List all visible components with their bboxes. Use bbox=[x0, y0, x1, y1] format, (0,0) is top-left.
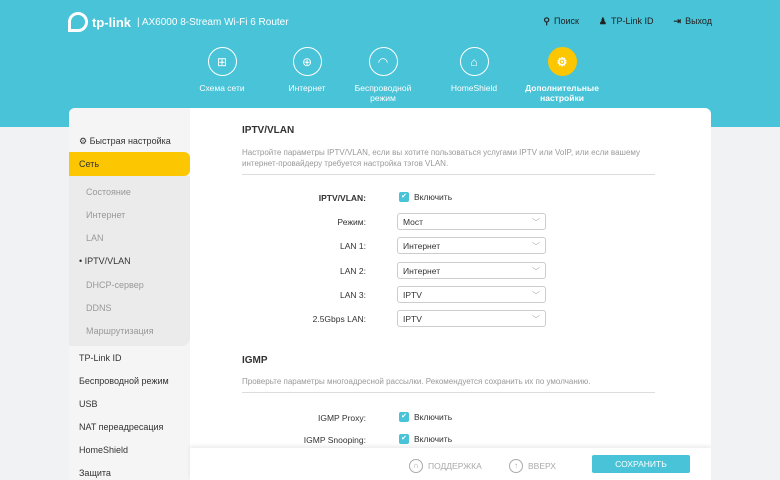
nav-wireless[interactable]: ◠ Беспроводной режим bbox=[353, 47, 413, 103]
lan1-label: LAN 1: bbox=[340, 241, 366, 251]
tp-link-logo[interactable]: tp-link | AX6000 8-Stream Wi-Fi 6 Router bbox=[68, 12, 289, 32]
sidebar-item-wireless[interactable]: Беспроводной режим bbox=[79, 376, 169, 386]
igmp-proxy-checkbox[interactable]: ✔ Включить bbox=[399, 412, 452, 422]
nav-network-map[interactable]: ⊞ Схема сети bbox=[177, 47, 267, 93]
logo-mark-icon bbox=[68, 12, 88, 32]
arrow-up-icon: ↑ bbox=[509, 459, 523, 473]
igmp-snooping-label: IGMP Snooping: bbox=[303, 435, 366, 445]
iptv-title: IPTV/VLAN bbox=[242, 125, 295, 136]
igmp-snooping-checkbox[interactable]: ✔ Включить bbox=[399, 434, 452, 444]
back-to-top-button[interactable]: ↑ ВВЕРХ bbox=[509, 459, 556, 473]
mode-label: Режим: bbox=[337, 217, 366, 227]
chevron-down-icon: ﹀ bbox=[532, 291, 540, 300]
chevron-down-icon: ﹀ bbox=[532, 242, 540, 251]
sidebar-item-nat[interactable]: NAT переадресация bbox=[79, 422, 164, 432]
submenu-ddns[interactable]: DDNS bbox=[86, 303, 112, 313]
submenu-status[interactable]: Состояние bbox=[86, 187, 131, 197]
checkmark-icon: ✔ bbox=[399, 412, 409, 422]
sidebar-item-security[interactable]: Защита bbox=[79, 468, 111, 478]
sidebar-item-homeshield[interactable]: HomeShield bbox=[79, 445, 129, 455]
checkmark-icon: ✔ bbox=[399, 192, 409, 202]
globe-icon: ⊕ bbox=[292, 47, 322, 76]
support-button[interactable]: ∩ ПОДДЕРЖКА bbox=[409, 459, 482, 473]
iptv-description: Настройте параметры IPTV/VLAN, если вы х… bbox=[242, 147, 655, 175]
lan3-select[interactable]: IPTV ﹀ bbox=[397, 286, 546, 303]
sidebar-item-network[interactable]: Сеть bbox=[69, 152, 190, 176]
submenu-routing[interactable]: Маршрутизация bbox=[86, 326, 154, 336]
network-submenu bbox=[69, 176, 190, 346]
wifi-icon: ◠ bbox=[368, 47, 398, 76]
lan2-select[interactable]: Интернет ﹀ bbox=[397, 262, 546, 279]
header: tp-link | AX6000 8-Stream Wi-Fi 6 Router… bbox=[0, 0, 780, 127]
lan-2g5-label: 2.5Gbps LAN: bbox=[312, 314, 366, 324]
checkmark-icon: ✔ bbox=[399, 434, 409, 444]
igmp-proxy-label: IGMP Proxy: bbox=[317, 413, 366, 423]
lan1-select[interactable]: Интернет ﹀ bbox=[397, 237, 546, 254]
save-button[interactable]: СОХРАНИТЬ bbox=[592, 455, 690, 473]
sidebar-item-tplink-id[interactable]: TP-Link ID bbox=[79, 353, 122, 363]
submenu-lan[interactable]: LAN bbox=[86, 233, 104, 243]
sidebar: ⚙ Быстрая настройка Сеть Состояние Интер… bbox=[69, 108, 190, 480]
submenu-iptv-vlan[interactable]: • IPTV/VLAN bbox=[79, 256, 131, 266]
gear-icon: ⚙ bbox=[79, 136, 90, 146]
igmp-title: IGMP bbox=[242, 355, 268, 366]
sidebar-item-usb[interactable]: USB bbox=[79, 399, 98, 409]
network-map-icon: ⊞ bbox=[207, 47, 237, 76]
nav-homeshield[interactable]: ⌂ HomeShield bbox=[429, 47, 519, 93]
search-link[interactable]: ⚲ Поиск bbox=[543, 16, 579, 26]
sidebar-item-quick-setup[interactable]: ⚙ Быстрая настройка bbox=[79, 136, 171, 146]
igmp-description: Проверьте параметры многоадресной рассыл… bbox=[242, 376, 655, 393]
headset-icon: ∩ bbox=[409, 459, 423, 473]
footer-bar: ∩ ПОДДЕРЖКА ↑ ВВЕРХ СОХРАНИТЬ bbox=[190, 448, 711, 480]
chevron-down-icon: ﹀ bbox=[532, 315, 540, 324]
lan3-label: LAN 3: bbox=[340, 290, 366, 300]
gear-icon: ⚙ bbox=[547, 47, 577, 76]
brand: tp-link bbox=[92, 14, 131, 30]
lan2-label: LAN 2: bbox=[340, 266, 366, 276]
iptv-enable-checkbox[interactable]: ✔ Включить bbox=[399, 192, 452, 202]
iptv-enable-label: IPTV/VLAN: bbox=[318, 193, 366, 203]
logout-link[interactable]: ⇥ Выход bbox=[673, 16, 712, 26]
user-icon: ♟ bbox=[598, 16, 607, 26]
chevron-down-icon: ﹀ bbox=[532, 218, 540, 227]
mode-select[interactable]: Мост ﹀ bbox=[397, 213, 546, 230]
chevron-down-icon: ﹀ bbox=[532, 267, 540, 276]
search-icon: ⚲ bbox=[543, 16, 550, 26]
submenu-internet[interactable]: Интернет bbox=[86, 210, 126, 220]
logout-icon: ⇥ bbox=[673, 16, 682, 26]
homeshield-icon: ⌂ bbox=[459, 47, 489, 76]
nav-advanced[interactable]: ⚙ Дополнительные настройки bbox=[522, 47, 602, 103]
nav-internet[interactable]: ⊕ Интернет bbox=[262, 47, 352, 93]
submenu-dhcp[interactable]: DHCP-сервер bbox=[86, 280, 144, 290]
tplink-id-link[interactable]: ♟ TP-Link ID bbox=[598, 16, 654, 26]
model-name: | AX6000 8-Stream Wi-Fi 6 Router bbox=[137, 16, 289, 28]
lan-2g5-select[interactable]: IPTV ﹀ bbox=[397, 310, 546, 327]
main-card: ⚙ Быстрая настройка Сеть Состояние Интер… bbox=[69, 108, 711, 480]
